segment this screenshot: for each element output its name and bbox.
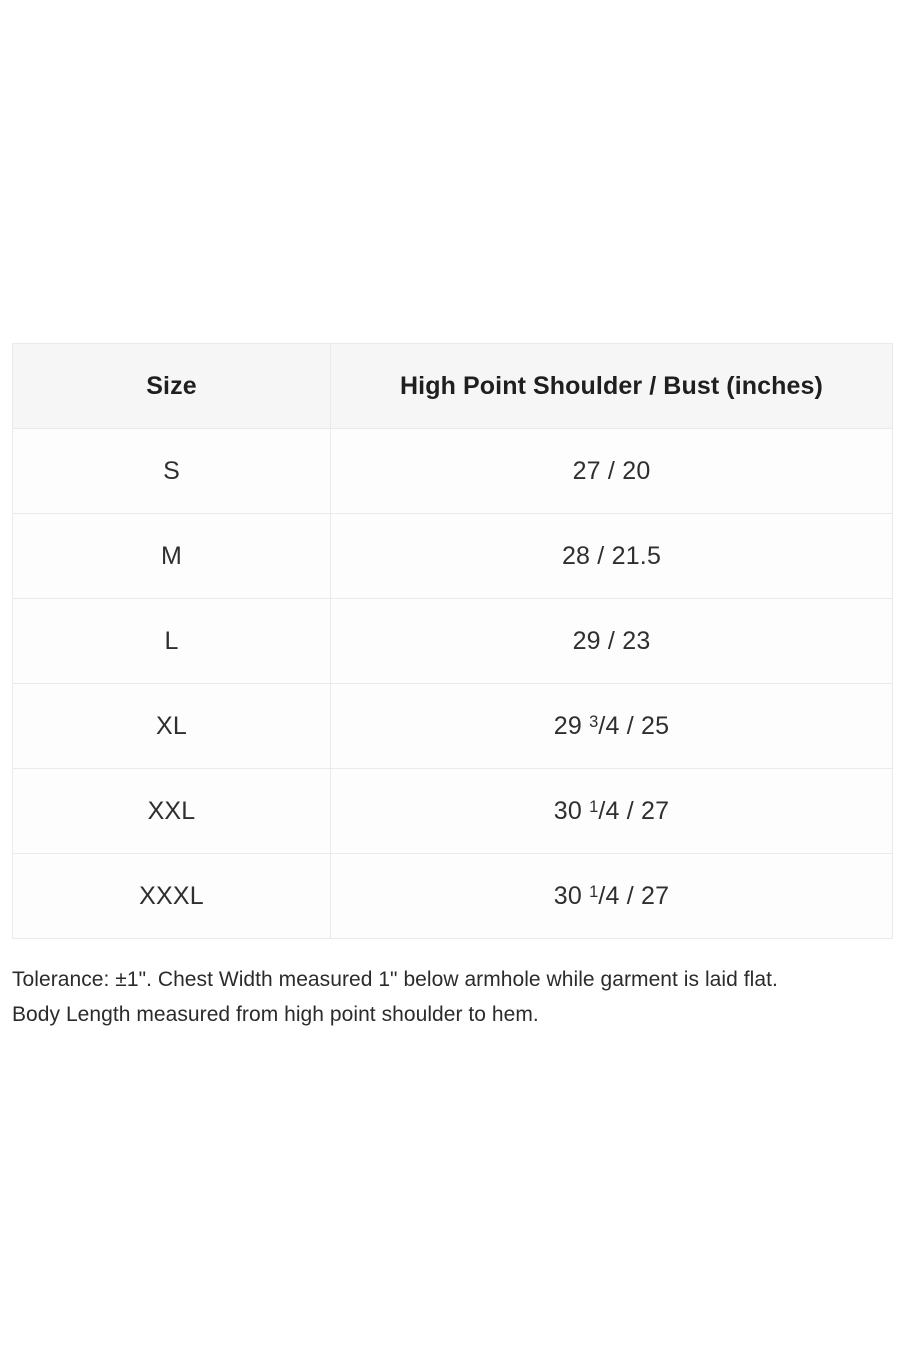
table-row: L 29 / 23 [12, 598, 893, 684]
measurement-rest: / 21.5 [590, 541, 662, 570]
table-header-row: Size High Point Shoulder / Bust (inches) [12, 343, 893, 429]
cell-measurement: 29 / 23 [330, 598, 893, 684]
measurement-rest: /4 / 27 [598, 881, 670, 910]
measurement-whole: 30 [553, 796, 590, 825]
table-row: XXL 30 1/4 / 27 [12, 768, 893, 854]
measurement-whole: 29 [572, 626, 601, 655]
cell-size: L [12, 598, 331, 684]
column-header-measurement: High Point Shoulder / Bust (inches) [330, 343, 893, 429]
cell-measurement: 29 3/4 / 25 [330, 683, 893, 769]
measurement-rest: /4 / 27 [598, 796, 670, 825]
size-chart-table-wrapper: Size High Point Shoulder / Bust (inches)… [12, 343, 893, 939]
cell-size: XL [12, 683, 331, 769]
table-row: XL 29 3/4 / 25 [12, 683, 893, 769]
measurement-whole: 27 [572, 456, 601, 485]
note-line-body-length: Body Length measured from high point sho… [12, 1003, 539, 1026]
column-header-size: Size [12, 343, 331, 429]
measurement-rest: /4 / 25 [598, 711, 670, 740]
measurement-fraction-numerator: 1 [589, 797, 599, 816]
measurement-whole: 29 [553, 711, 590, 740]
table-row: M 28 / 21.5 [12, 513, 893, 599]
cell-size: XXL [12, 768, 331, 854]
measurement-rest: / 23 [600, 626, 651, 655]
cell-measurement: 30 1/4 / 27 [330, 853, 893, 939]
note-line-tolerance: Tolerance: ±1". Chest Width measured 1" … [12, 968, 778, 991]
size-chart-table: Size High Point Shoulder / Bust (inches)… [12, 343, 893, 939]
table-header: Size High Point Shoulder / Bust (inches) [12, 343, 893, 429]
measurement-rest: / 20 [600, 456, 651, 485]
table-body: S 27 / 20 M 28 / 21.5 L 29 / 23 XL 29 3/… [12, 428, 893, 939]
cell-measurement: 30 1/4 / 27 [330, 768, 893, 854]
cell-measurement: 27 / 20 [330, 428, 893, 514]
measurement-fraction-numerator: 3 [589, 712, 599, 731]
measurement-whole: 30 [553, 881, 590, 910]
cell-size: M [12, 513, 331, 599]
table-row: S 27 / 20 [12, 428, 893, 514]
cell-measurement: 28 / 21.5 [330, 513, 893, 599]
measurement-whole: 28 [561, 541, 591, 570]
measurement-fraction-numerator: 1 [589, 882, 599, 901]
cell-size: XXXL [12, 853, 331, 939]
measurement-notes: Tolerance: ±1". Chest Width measured 1" … [12, 962, 898, 1032]
table-row: XXXL 30 1/4 / 27 [12, 853, 893, 939]
cell-size: S [12, 428, 331, 514]
